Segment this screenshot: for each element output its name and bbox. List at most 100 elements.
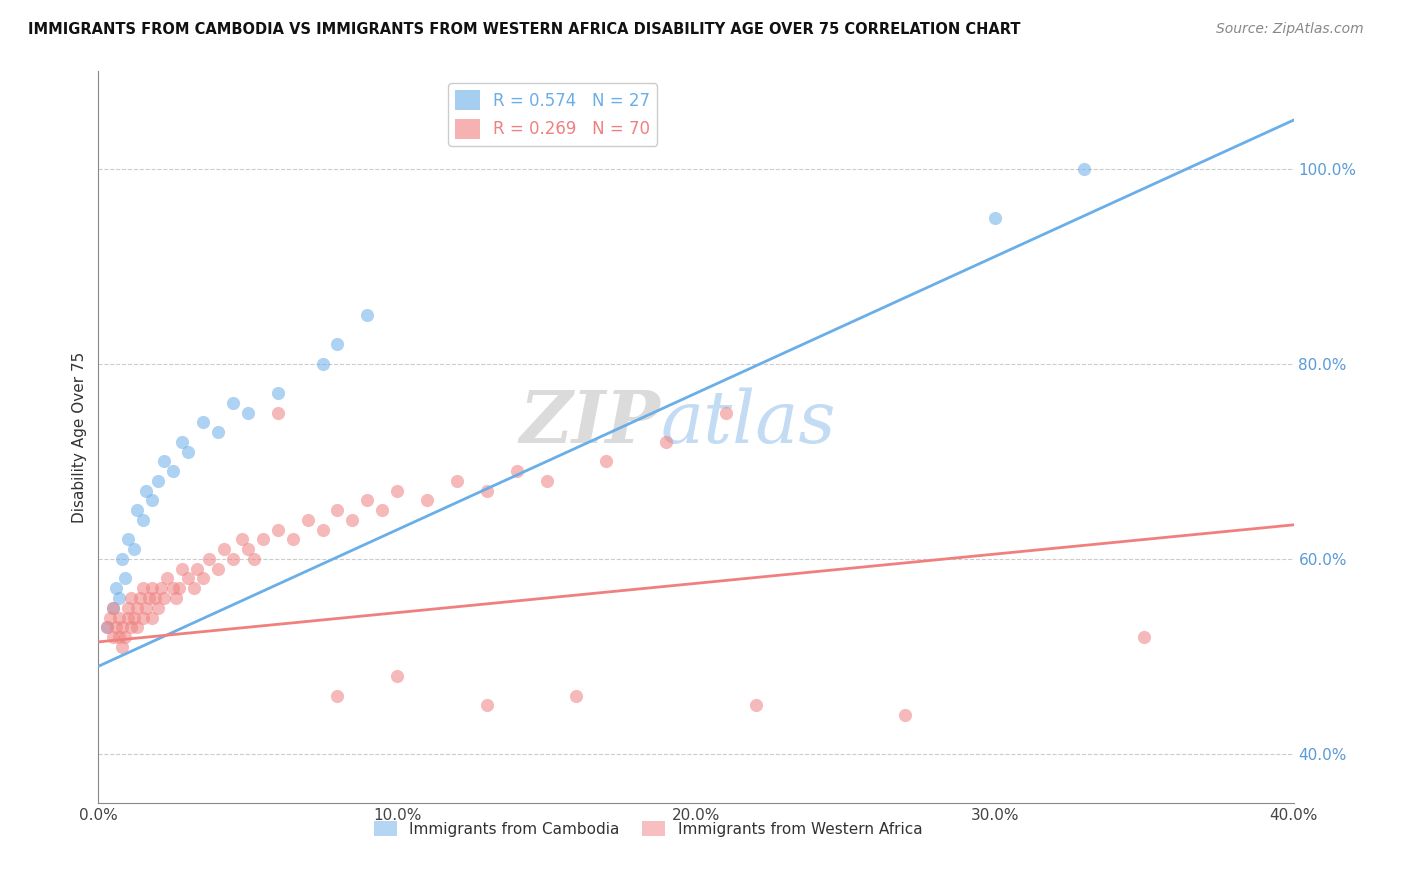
Point — [385, 483, 409, 498]
Point — [595, 454, 617, 468]
Point — [108, 591, 131, 605]
Point — [111, 552, 134, 566]
Point — [243, 552, 266, 566]
Text: ZIP: ZIP — [519, 387, 661, 458]
Point — [191, 416, 214, 430]
Point — [212, 542, 235, 557]
Point — [326, 503, 349, 517]
Point — [281, 533, 304, 547]
Point — [984, 211, 1007, 225]
Point — [267, 523, 290, 537]
Point — [129, 591, 152, 605]
Point — [138, 591, 160, 605]
Point — [267, 386, 290, 401]
Point — [297, 513, 319, 527]
Point — [162, 464, 184, 478]
Point — [745, 698, 768, 713]
Point — [143, 591, 166, 605]
Point — [536, 474, 558, 488]
Y-axis label: Disability Age Over 75: Disability Age Over 75 — [72, 351, 87, 523]
Point — [342, 513, 364, 527]
Point — [117, 610, 139, 624]
Point — [156, 572, 179, 586]
Point — [565, 689, 588, 703]
Point — [111, 620, 134, 634]
Point — [172, 434, 194, 449]
Point — [172, 562, 194, 576]
Point — [132, 610, 155, 624]
Point — [714, 406, 737, 420]
Text: atlas: atlas — [661, 387, 835, 458]
Point — [198, 552, 221, 566]
Point — [506, 464, 529, 478]
Point — [108, 610, 131, 624]
Point — [124, 542, 146, 557]
Point — [356, 493, 378, 508]
Point — [222, 396, 245, 410]
Point — [416, 493, 439, 508]
Point — [183, 581, 205, 595]
Point — [207, 425, 229, 440]
Point — [252, 533, 274, 547]
Point — [96, 620, 118, 634]
Point — [475, 483, 498, 498]
Point — [311, 357, 333, 371]
Point — [96, 620, 118, 634]
Point — [894, 708, 917, 723]
Point — [105, 581, 128, 595]
Text: Source: ZipAtlas.com: Source: ZipAtlas.com — [1216, 22, 1364, 37]
Point — [371, 503, 394, 517]
Point — [165, 591, 187, 605]
Point — [105, 620, 128, 634]
Point — [114, 572, 136, 586]
Point — [186, 562, 208, 576]
Point — [141, 581, 163, 595]
Point — [117, 533, 139, 547]
Point — [127, 600, 149, 615]
Point — [207, 562, 229, 576]
Point — [135, 483, 157, 498]
Point — [231, 533, 253, 547]
Point — [132, 513, 155, 527]
Point — [127, 503, 149, 517]
Point — [141, 493, 163, 508]
Point — [120, 591, 142, 605]
Legend: Immigrants from Cambodia, Immigrants from Western Africa: Immigrants from Cambodia, Immigrants fro… — [368, 814, 928, 843]
Point — [236, 542, 259, 557]
Point — [148, 600, 170, 615]
Point — [385, 669, 409, 683]
Point — [103, 630, 125, 644]
Point — [127, 620, 149, 634]
Point — [177, 444, 200, 458]
Point — [177, 572, 200, 586]
Point — [111, 640, 134, 654]
Point — [103, 600, 125, 615]
Point — [150, 581, 173, 595]
Point — [326, 689, 349, 703]
Point — [267, 406, 290, 420]
Point — [103, 600, 125, 615]
Point — [120, 620, 142, 634]
Point — [222, 552, 245, 566]
Point — [114, 630, 136, 644]
Point — [167, 581, 190, 595]
Point — [162, 581, 184, 595]
Point — [132, 581, 155, 595]
Point — [135, 600, 157, 615]
Text: IMMIGRANTS FROM CAMBODIA VS IMMIGRANTS FROM WESTERN AFRICA DISABILITY AGE OVER 7: IMMIGRANTS FROM CAMBODIA VS IMMIGRANTS F… — [28, 22, 1021, 37]
Point — [1133, 630, 1156, 644]
Point — [148, 474, 170, 488]
Point — [311, 523, 333, 537]
Point — [236, 406, 259, 420]
Point — [153, 591, 176, 605]
Point — [117, 600, 139, 615]
Point — [153, 454, 176, 468]
Point — [108, 630, 131, 644]
Point — [191, 572, 214, 586]
Point — [1073, 161, 1095, 176]
Point — [141, 610, 163, 624]
Point — [356, 308, 378, 322]
Point — [124, 610, 146, 624]
Point — [98, 610, 122, 624]
Point — [326, 337, 349, 351]
